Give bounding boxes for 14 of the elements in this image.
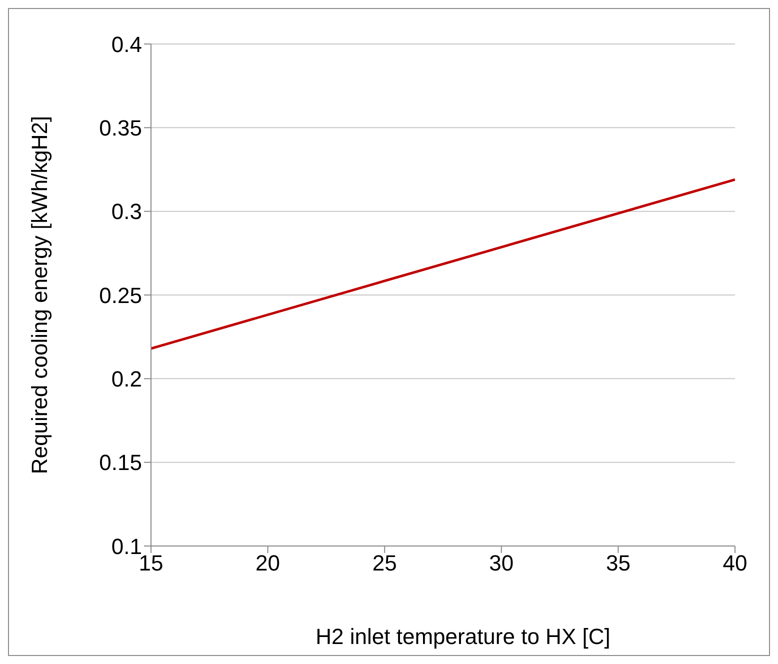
x-tick-label: 30: [489, 550, 514, 576]
x-tick-label: 40: [722, 550, 748, 576]
y-axis-title: Required cooling energy [kWh/kgH2]: [26, 116, 52, 474]
x-axis-title: H2 inlet temperature to HX [C]: [316, 624, 610, 649]
y-tick-label: 0.2: [111, 366, 142, 392]
y-tick-label: 0.35: [99, 115, 142, 140]
y-tick-label: 0.4: [111, 32, 142, 57]
x-tick-label: 25: [372, 550, 397, 576]
x-tick-label: 35: [606, 550, 630, 576]
x-tick-label: 20: [256, 550, 280, 576]
y-tick-label: 0.15: [99, 450, 142, 476]
y-tick-label: 0.1: [111, 534, 142, 559]
y-tick-label: 0.3: [111, 199, 142, 224]
y-tick-label: 0.25: [99, 282, 142, 308]
